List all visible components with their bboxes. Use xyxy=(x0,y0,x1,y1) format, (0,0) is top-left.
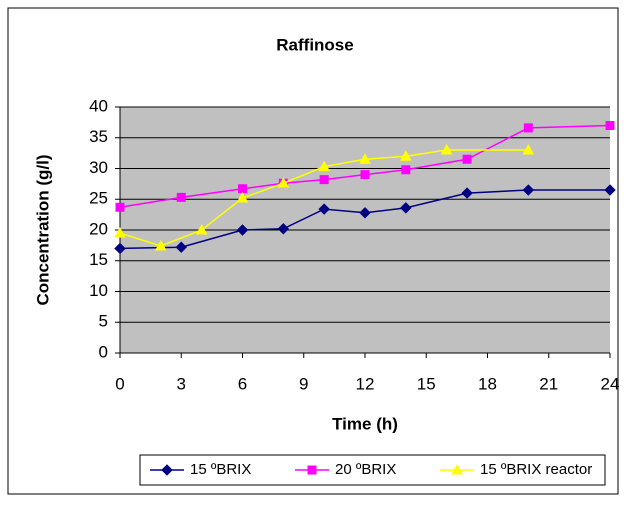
marker xyxy=(359,153,371,164)
marker xyxy=(451,463,463,475)
marker xyxy=(605,120,615,130)
x-tick-label: 12 xyxy=(356,374,375,393)
series-line xyxy=(119,149,529,247)
series-line xyxy=(119,189,610,250)
marker xyxy=(401,165,411,175)
x-tick-label: 15 xyxy=(417,374,436,393)
y-tick-label: 30 xyxy=(89,158,108,177)
marker xyxy=(522,144,535,155)
y-tick-label: 5 xyxy=(99,312,108,331)
x-tick-label: 21 xyxy=(539,374,558,393)
marker xyxy=(238,184,247,194)
y-tick-label: 0 xyxy=(99,342,108,361)
legend-label: 20 ºBRIX xyxy=(335,461,396,478)
marker xyxy=(236,224,249,236)
series-line xyxy=(119,124,611,208)
x-tick-label: 0 xyxy=(115,374,124,393)
marker xyxy=(114,242,126,255)
x-tick-label: 9 xyxy=(299,374,308,393)
marker xyxy=(440,144,453,155)
x-axis-label: Time (h) xyxy=(332,414,398,433)
y-tick-label: 40 xyxy=(89,96,108,115)
marker xyxy=(360,170,370,180)
marker xyxy=(318,203,330,215)
y-tick-label: 10 xyxy=(89,281,108,300)
y-tick-label: 25 xyxy=(89,189,108,208)
y-tick-label: 35 xyxy=(89,127,108,146)
marker xyxy=(400,202,412,214)
chart-title: Raffinose xyxy=(276,35,353,54)
x-tick-label: 3 xyxy=(177,374,186,393)
marker xyxy=(154,239,167,251)
marker xyxy=(195,223,208,235)
legend-label: 15 ºBRIX reactor xyxy=(480,461,592,478)
marker xyxy=(318,160,331,172)
marker xyxy=(359,207,371,219)
marker xyxy=(161,464,173,476)
marker xyxy=(115,202,125,212)
legend-label: 15 ºBRIX xyxy=(190,461,251,478)
marker xyxy=(114,227,126,238)
x-tick-label: 18 xyxy=(478,374,497,393)
marker xyxy=(399,150,412,161)
y-tick-label: 15 xyxy=(89,250,108,269)
marker xyxy=(604,184,616,196)
marker xyxy=(277,223,290,235)
marker xyxy=(461,187,473,199)
y-axis-label: Concentration (g/l) xyxy=(33,154,52,305)
marker xyxy=(307,465,317,475)
marker xyxy=(462,154,472,164)
marker xyxy=(236,191,249,203)
legend-box xyxy=(139,454,606,486)
marker xyxy=(522,184,535,196)
marker xyxy=(176,192,186,202)
marker xyxy=(175,241,187,253)
marker xyxy=(523,123,533,133)
marker xyxy=(319,175,329,185)
marker xyxy=(277,177,290,188)
x-tick-label: 6 xyxy=(238,374,247,393)
y-tick-label: 20 xyxy=(89,219,108,238)
x-tick-label: 24 xyxy=(601,374,620,393)
